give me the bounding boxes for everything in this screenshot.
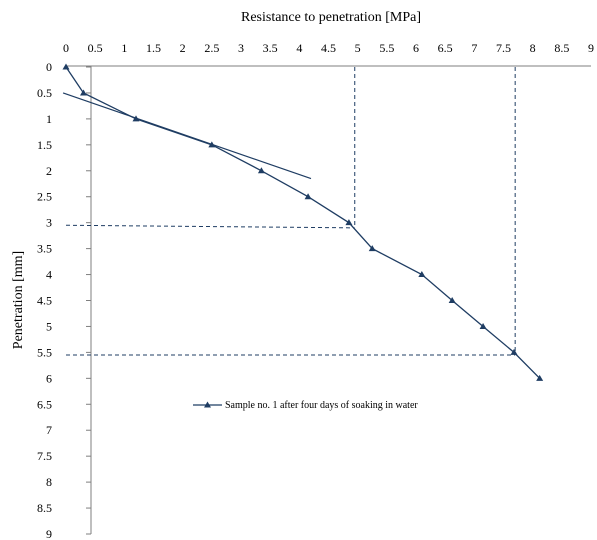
y-tick-label: 4.5 bbox=[37, 294, 52, 308]
y-tick-label: 7 bbox=[46, 423, 52, 437]
y-tick-label: 1 bbox=[46, 112, 52, 126]
dashed-guide-line bbox=[65, 224, 355, 229]
x-tick-label: 6.5 bbox=[438, 41, 453, 55]
y-tick-label: 1.5 bbox=[37, 138, 52, 152]
data-point bbox=[418, 271, 426, 278]
y-tick-label: 8 bbox=[46, 475, 52, 489]
data-point bbox=[304, 193, 312, 200]
data-point bbox=[257, 167, 265, 174]
data-point bbox=[80, 89, 87, 96]
y-tick-label: 2.5 bbox=[37, 190, 52, 204]
x-tick-label: 4.5 bbox=[321, 41, 336, 55]
x-tick-label: 1 bbox=[121, 41, 127, 55]
x-tick-label: 6 bbox=[413, 41, 419, 55]
data-point bbox=[536, 374, 544, 381]
y-tick-label: 2 bbox=[46, 164, 52, 178]
x-tick-label: 2.5 bbox=[204, 41, 219, 55]
x-tick-label: 0.5 bbox=[88, 41, 103, 55]
series-line bbox=[65, 66, 541, 379]
data-point bbox=[208, 141, 216, 148]
y-tick-label: 8.5 bbox=[37, 501, 52, 515]
x-tick-label: 9 bbox=[588, 41, 594, 55]
x-tick-label: 0 bbox=[63, 41, 69, 55]
x-tick-label: 8 bbox=[530, 41, 536, 55]
y-tick-label: 3 bbox=[46, 216, 52, 230]
y-tick-label: 6.5 bbox=[37, 397, 52, 411]
x-tick-labels: 0 0.5 1 1.5 2 2.5 3 3.5 4 4.5 5 5.5 6 6.5 7 7.5 8 8.5 9 bbox=[63, 41, 594, 55]
x-tick-label: 5.5 bbox=[379, 41, 394, 55]
y-axis-title: Penetration [mm] bbox=[11, 251, 26, 349]
y-tick-label: 4 bbox=[46, 268, 52, 282]
x-tick-label: 2 bbox=[180, 41, 186, 55]
y-tick-label: 7.5 bbox=[37, 449, 52, 463]
x-tick-label: 7 bbox=[471, 41, 477, 55]
x-tick-label: 3.5 bbox=[263, 41, 278, 55]
data-point bbox=[368, 245, 376, 252]
data-point bbox=[132, 115, 140, 122]
x-tick-label: 4 bbox=[296, 41, 302, 55]
y-tick-label: 5.5 bbox=[37, 345, 52, 359]
legend-label: Sample no. 1 after four days of soaking … bbox=[225, 400, 418, 411]
y-tick-label: 0 bbox=[46, 60, 52, 74]
data-point bbox=[479, 322, 487, 329]
x-tick-label: 5 bbox=[355, 41, 361, 55]
data-point bbox=[345, 219, 353, 226]
y-tick-labels: 0 0.5 1 1.5 2 2.5 3 3.5 4 4.5 5 5.5 6 6.5 7 7.5 8 8.5 9 bbox=[37, 60, 91, 540]
legend-marker bbox=[204, 401, 211, 408]
x-tick-label: 7.5 bbox=[496, 41, 511, 55]
y-tick-label: 6 bbox=[46, 371, 52, 385]
data-point bbox=[62, 63, 70, 70]
y-tick-label: 3.5 bbox=[37, 242, 52, 256]
legend: Sample no. 1 after four days of soaking … bbox=[193, 400, 418, 411]
x-tick-label: 8.5 bbox=[554, 41, 569, 55]
dashed-guides bbox=[65, 67, 516, 356]
y-tick-label: 9 bbox=[46, 527, 52, 540]
data-point bbox=[448, 297, 456, 303]
data-point bbox=[510, 348, 518, 355]
x-tick-label: 3 bbox=[238, 41, 244, 55]
x-tick-label: 1.5 bbox=[146, 41, 161, 55]
y-tick-label: 5 bbox=[46, 319, 52, 333]
y-tick-label: 0.5 bbox=[37, 86, 52, 100]
series-layer bbox=[62, 63, 544, 381]
x-axis-title: Resistance to penetration [MPa] bbox=[241, 10, 421, 25]
